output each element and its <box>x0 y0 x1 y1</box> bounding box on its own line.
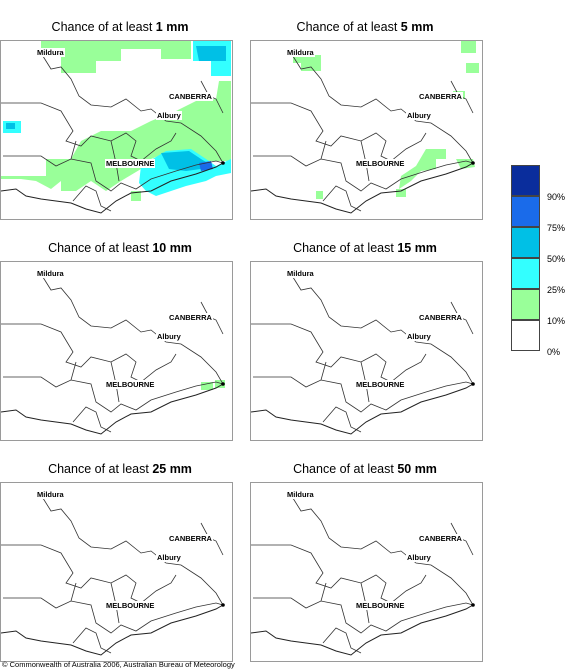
legend-label-50: 50% <box>547 254 566 264</box>
panel-title: Chance of at least 10 mm <box>48 241 192 255</box>
city-label-mildura: Mildura <box>286 48 315 57</box>
probability-map-15mm: Mildura CANBERRA Albury MELBOURNE <box>250 261 483 441</box>
city-label-canberra: CANBERRA <box>168 92 213 101</box>
rain-probability-map <box>1 273 225 435</box>
coastline <box>1 162 224 214</box>
probability-fill <box>293 41 479 199</box>
gabo-island-point <box>471 161 475 165</box>
city-label-canberra: CANBERRA <box>418 534 463 543</box>
rain-probability-map <box>1 494 225 656</box>
city-label-albury: Albury <box>156 111 182 120</box>
state-borders <box>1 494 224 654</box>
panel-title: Chance of at least 25 mm <box>48 462 192 476</box>
city-label-canberra: CANBERRA <box>168 534 213 543</box>
rain-probability-map <box>251 273 475 435</box>
legend-label-75: 75% <box>547 223 566 233</box>
city-label-mildura: Mildura <box>36 490 65 499</box>
coastline <box>1 383 224 435</box>
city-label-mildura: Mildura <box>286 490 315 499</box>
legend-label-10: 10% <box>547 316 566 326</box>
city-label-melbourne: MELBOURNE <box>105 380 156 389</box>
legend-swatch-75 <box>511 196 540 227</box>
city-label-albury: Albury <box>156 553 182 562</box>
legend-label-25: 25% <box>547 285 566 295</box>
city-label-mildura: Mildura <box>286 269 315 278</box>
city-label-melbourne: MELBOURNE <box>105 601 156 610</box>
gabo-island-point <box>221 382 225 386</box>
panel-title: Chance of at least 15 mm <box>293 241 437 255</box>
state-borders <box>1 52 224 212</box>
city-label-mildura: Mildura <box>36 48 65 57</box>
state-borders <box>251 52 474 212</box>
rain-probability-map <box>251 41 479 214</box>
rain-probability-map <box>1 41 231 214</box>
state-borders <box>1 273 224 433</box>
city-label-albury: Albury <box>406 111 432 120</box>
legend-swatch-10 <box>511 289 540 320</box>
rain-probability-map <box>251 494 475 656</box>
panel-title: Chance of at least 5 mm <box>296 20 434 34</box>
city-label-melbourne: MELBOURNE <box>355 601 406 610</box>
probability-map-50mm: Mildura CANBERRA Albury MELBOURNE <box>250 482 483 662</box>
city-label-canberra: CANBERRA <box>418 92 463 101</box>
probability-fill <box>1 41 231 201</box>
legend-swatch-50 <box>511 227 540 258</box>
coastline <box>251 162 474 214</box>
probability-map-1mm: Mildura CANBERRA Albury MELBOURNE <box>0 40 233 220</box>
legend-swatch-25 <box>511 258 540 289</box>
city-label-melbourne: MELBOURNE <box>355 159 406 168</box>
gabo-island-point <box>221 161 225 165</box>
copyright-notice: © Commonwealth of Australia 2006, Austra… <box>2 660 235 669</box>
city-label-albury: Albury <box>156 332 182 341</box>
legend-swatch-90 <box>511 165 540 196</box>
legend-swatch-0 <box>511 320 540 351</box>
coastline <box>1 604 224 656</box>
state-borders <box>251 494 474 654</box>
legend-label-0: 0% <box>547 347 561 357</box>
city-label-mildura: Mildura <box>36 269 65 278</box>
city-label-canberra: CANBERRA <box>418 313 463 322</box>
city-label-albury: Albury <box>406 332 432 341</box>
legend-label-90: 90% <box>547 192 566 202</box>
panel-title: Chance of at least 50 mm <box>293 462 437 476</box>
gabo-island-point <box>471 382 475 386</box>
panel-title: Chance of at least 1 mm <box>51 20 189 34</box>
state-borders <box>251 273 474 433</box>
gabo-island-point <box>471 603 475 607</box>
coastline <box>251 383 474 435</box>
city-label-albury: Albury <box>406 553 432 562</box>
city-label-melbourne: MELBOURNE <box>355 380 406 389</box>
probability-map-10mm: Mildura CANBERRA Albury MELBOURNE <box>0 261 233 441</box>
coastline <box>251 604 474 656</box>
city-label-melbourne: MELBOURNE <box>105 159 156 168</box>
city-label-canberra: CANBERRA <box>168 313 213 322</box>
probability-map-25mm: Mildura CANBERRA Albury MELBOURNE <box>0 482 233 662</box>
probability-map-5mm: Mildura CANBERRA Albury MELBOURNE <box>250 40 483 220</box>
gabo-island-point <box>221 603 225 607</box>
